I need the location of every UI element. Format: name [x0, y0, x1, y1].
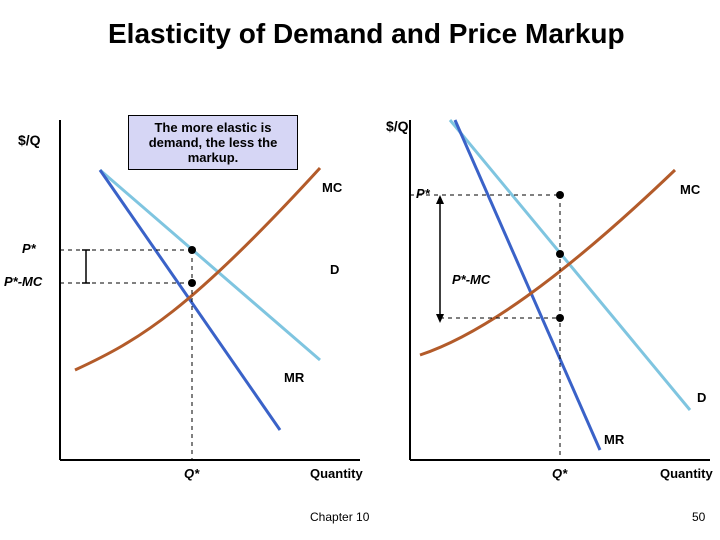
left-y-axis-label: $/Q [18, 132, 41, 148]
left-qstar-label: Q* [184, 466, 199, 481]
footer-page: 50 [692, 510, 705, 524]
footer-chapter: Chapter 10 [310, 510, 369, 524]
right-pstar-mc-label: P*-MC [452, 272, 490, 287]
right-chart [410, 120, 710, 460]
right-qstar-label: Q* [552, 466, 567, 481]
left-chart [60, 120, 360, 460]
right-x-axis-label: Quantity [660, 466, 713, 481]
right-d-label: D [697, 390, 706, 405]
right-mc-label: MC [680, 182, 700, 197]
left-pstar-mc-label: P*-MC [4, 274, 42, 289]
left-mr-label: MR [284, 370, 304, 385]
right-y-axis-label: $/Q [386, 118, 409, 134]
left-d-label: D [330, 262, 339, 277]
right-mr-label: MR [604, 432, 624, 447]
left-x-axis-label: Quantity [310, 466, 363, 481]
charts-svg [0, 0, 720, 540]
left-mc-label: MC [322, 180, 342, 195]
right-pstar-label: P* [416, 186, 430, 201]
left-pstar-label: P* [22, 241, 36, 256]
